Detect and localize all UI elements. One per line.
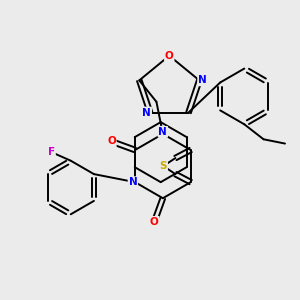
Text: N: N xyxy=(198,75,207,85)
Text: O: O xyxy=(107,136,116,146)
Text: N: N xyxy=(128,177,137,187)
Text: S: S xyxy=(160,161,167,171)
Text: N: N xyxy=(158,127,167,137)
Text: O: O xyxy=(165,51,174,61)
Text: N: N xyxy=(142,107,151,118)
Text: O: O xyxy=(150,217,159,227)
Text: F: F xyxy=(48,147,55,157)
